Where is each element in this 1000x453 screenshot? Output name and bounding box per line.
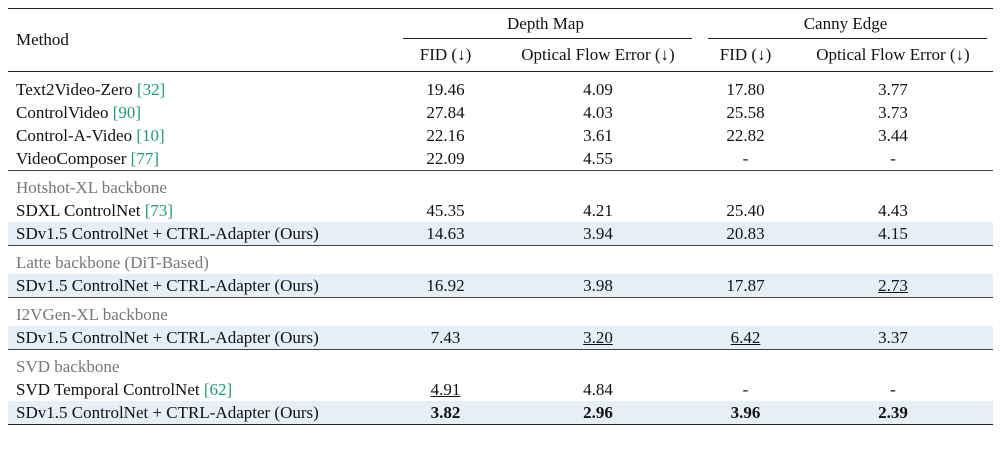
section-title: Hotshot-XL backbone — [8, 170, 993, 199]
value-cell: 17.80 — [726, 79, 765, 99]
value-cell: 3.37 — [793, 326, 993, 350]
value-cell: 2.39 — [793, 401, 993, 425]
method-cell: SVD Temporal ControlNet [62] — [8, 378, 393, 401]
method-cell: Text2Video-Zero [32] — [8, 72, 393, 102]
value-cell: 22.82 — [726, 125, 765, 145]
method-cell: SDXL ControlNet [73] — [8, 199, 393, 222]
data-row: Control-A-Video [10] 22.16 3.61 22.82 3.44 — [8, 124, 993, 147]
header-row: FID (↓) Optical Flow Error (↓) FID (↓) Opti… — [8, 39, 993, 72]
value-cell: 22.16 — [426, 125, 465, 145]
value-cell: 3.96 — [698, 401, 793, 425]
value-cell: 3.94 — [498, 222, 698, 246]
citation: [10] — [136, 125, 165, 145]
method-name: Control-A-Video — [16, 125, 133, 145]
data-row: SVD Temporal ControlNet [62] 4.91 4.84 - - — [8, 378, 993, 401]
data-row: SDv1.5 ControlNet + CTRL-Adapter (Ours) 1… — [8, 222, 993, 246]
value-cell: - — [742, 379, 749, 399]
value-cell: 16.92 — [393, 274, 498, 298]
method-header: Method — [8, 8, 393, 72]
citation: [90] — [112, 102, 142, 122]
method-name: SDv1.5 ControlNet + CTRL-Adapter (Ours) — [16, 275, 319, 295]
value-cell: 7.43 — [393, 326, 498, 350]
value-cell: 27.84 — [426, 102, 465, 122]
section-title-row: I2VGen-XL backbone — [8, 297, 993, 326]
section-title-row: Latte backbone (DiT-Based) — [8, 245, 993, 274]
citation: [62] — [203, 379, 233, 399]
value-cell: 2.96 — [498, 401, 698, 425]
data-row: SDXL ControlNet [73] 45.35 4.21 25.40 4.43 — [8, 199, 993, 222]
data-row: SDv1.5 ControlNet + CTRL-Adapter (Ours) 3… — [8, 401, 993, 425]
value-cell: 4.15 — [793, 222, 993, 246]
data-row: ControlVideo [90] 27.84 4.03 25.58 3.73 — [8, 101, 993, 124]
header-row: Method Depth Map Canny Edge — [8, 8, 993, 72]
column-header: Optical Flow Error (↓) — [793, 39, 993, 72]
section-title: I2VGen-XL backbone — [8, 297, 993, 326]
method-cell: VideoComposer [77] — [8, 147, 393, 171]
data-row: SDv1.5 ControlNet + CTRL-Adapter (Ours) 1… — [8, 274, 993, 298]
value-cell: 17.87 — [698, 274, 793, 298]
value-cell: 4.09 — [583, 79, 613, 99]
section-title: Latte backbone (DiT-Based) — [8, 245, 993, 274]
method-name: SDv1.5 ControlNet + CTRL-Adapter (Ours) — [16, 402, 319, 422]
method-cell: SDv1.5 ControlNet + CTRL-Adapter (Ours) — [8, 274, 393, 298]
value-cell: - — [890, 379, 896, 399]
group-rule — [403, 38, 692, 39]
value-cell: 3.61 — [583, 125, 613, 145]
method-name: SDv1.5 ControlNet + CTRL-Adapter (Ours) — [16, 223, 319, 243]
results-table: Method Depth Map Canny Edge FID (↓) Optical … — [8, 8, 993, 425]
group-header: Depth Map — [393, 8, 698, 39]
column-header: FID (↓) — [393, 39, 498, 72]
table-body: Method Depth Map Canny Edge FID (↓) Optical … — [8, 8, 993, 425]
value-cell: - — [742, 148, 749, 168]
citation: [77] — [130, 148, 159, 168]
method-name: ControlVideo — [16, 102, 109, 122]
column-header: Optical Flow Error (↓) — [498, 39, 698, 72]
method-name: VideoComposer — [16, 148, 127, 168]
group-header: Canny Edge — [698, 8, 993, 39]
value-cell: 14.63 — [393, 222, 498, 246]
data-row: Text2Video-Zero [32] 19.46 4.09 17.80 3.77 — [8, 72, 993, 102]
value-cell: 4.21 — [583, 200, 613, 220]
value-cell: 3.98 — [498, 274, 698, 298]
value-cell: 4.91 — [430, 379, 461, 399]
method-name: SDXL ControlNet — [16, 200, 141, 220]
value-cell: 3.44 — [878, 125, 908, 145]
value-cell: 3.73 — [878, 102, 908, 122]
method-cell: SDv1.5 ControlNet + CTRL-Adapter (Ours) — [8, 222, 393, 246]
value-cell: 25.40 — [726, 200, 765, 220]
section-title: SVD backbone — [8, 349, 993, 378]
value-cell: 4.55 — [583, 148, 613, 168]
value-cell: 20.83 — [698, 222, 793, 246]
value-cell: 4.84 — [583, 379, 613, 399]
method-cell: ControlVideo [90] — [8, 101, 393, 124]
data-row: VideoComposer [77] 22.09 4.55 - - — [8, 147, 993, 171]
section-title-row: SVD backbone — [8, 349, 993, 378]
citation: [32] — [137, 79, 166, 99]
value-cell: 25.58 — [726, 102, 765, 122]
method-name: SVD Temporal ControlNet — [16, 379, 200, 399]
group-rule — [708, 38, 987, 39]
method-cell: Control-A-Video [10] — [8, 124, 393, 147]
value-cell: 22.09 — [426, 148, 465, 168]
value-cell: 3.77 — [878, 79, 908, 99]
section-title-row: Hotshot-XL backbone — [8, 170, 993, 199]
value-cell: 3.20 — [498, 326, 698, 350]
value-cell: 45.35 — [426, 200, 465, 220]
value-cell: 6.42 — [698, 326, 793, 350]
method-cell: SDv1.5 ControlNet + CTRL-Adapter (Ours) — [8, 326, 393, 350]
method-cell: SDv1.5 ControlNet + CTRL-Adapter (Ours) — [8, 401, 393, 425]
value-cell: - — [890, 148, 896, 168]
method-name: Text2Video-Zero — [16, 79, 133, 99]
column-header: FID (↓) — [698, 39, 793, 72]
value-cell: 4.43 — [878, 200, 908, 220]
value-cell: 19.46 — [426, 79, 465, 99]
value-cell: 3.82 — [393, 401, 498, 425]
method-name: SDv1.5 ControlNet + CTRL-Adapter (Ours) — [16, 327, 319, 347]
value-cell: 4.03 — [583, 102, 613, 122]
citation: [73] — [144, 200, 174, 220]
value-cell: 2.73 — [793, 274, 993, 298]
data-row: SDv1.5 ControlNet + CTRL-Adapter (Ours) 7… — [8, 326, 993, 350]
